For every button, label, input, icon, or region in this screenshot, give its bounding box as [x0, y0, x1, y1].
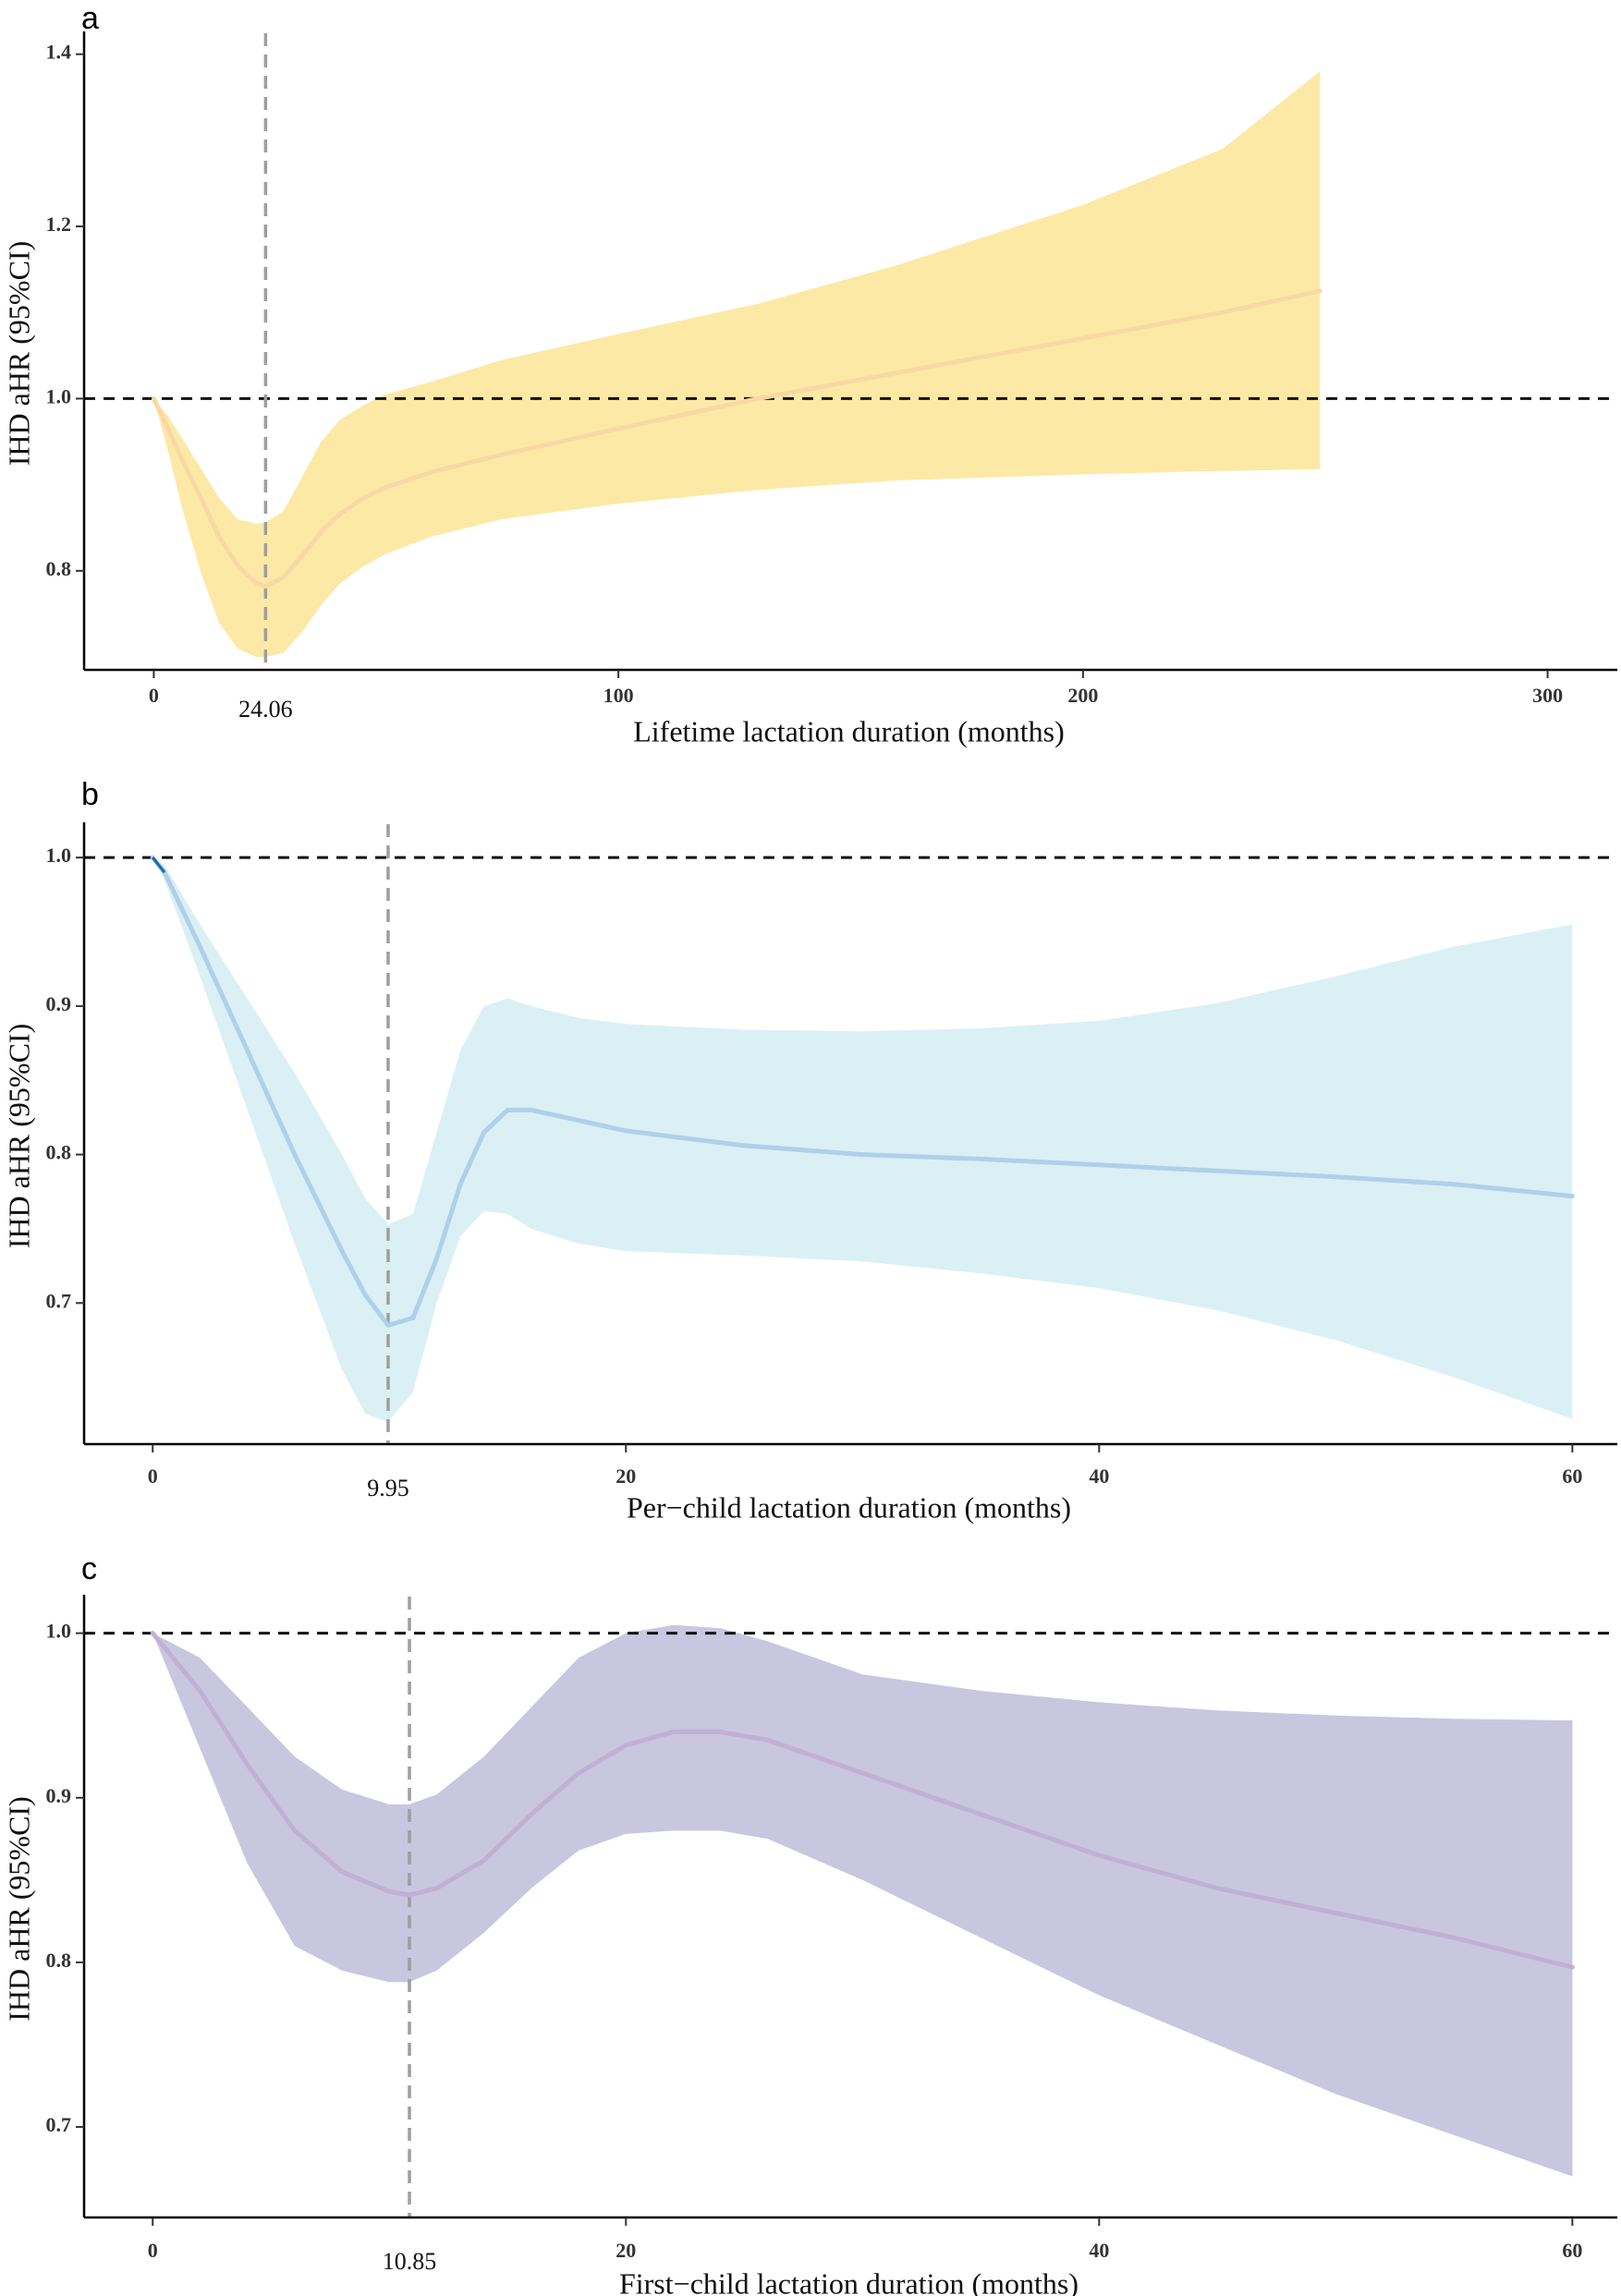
y-tick-label: 1.0: [46, 384, 72, 407]
x-tick-label: 0: [149, 684, 159, 707]
panel-letter: b: [81, 777, 99, 812]
y-tick-label: 0.8: [46, 1141, 72, 1164]
x-axis-title: First−child lactation duration (months): [619, 2266, 1079, 2296]
y-axis-title: IHD aHR (95%CI): [2, 1024, 35, 1249]
confidence-band: [152, 1624, 1573, 2177]
y-axis-title: IHD aHR (95%CI): [2, 241, 35, 467]
y-tick-label: 1.4: [46, 41, 72, 64]
x-tick-label: 60: [1562, 2239, 1582, 2262]
y-tick-label: 0.9: [46, 1784, 72, 1807]
x-tick-label: 0: [148, 2239, 158, 2262]
hr-curve: [150, 855, 1575, 1328]
y-tick-label: 0.8: [46, 557, 72, 580]
x-tick-label: 300: [1532, 684, 1563, 707]
optimum-value-label: 9.95: [367, 1475, 409, 1501]
x-tick-label: 40: [1089, 2239, 1109, 2262]
hr-curve: [150, 1631, 1575, 1970]
confidence-band: [152, 857, 1573, 1422]
hr-curve-start: [152, 856, 166, 874]
panel-a: a 0.8 1.0 1.2 1.4 0 100 200 300 24.06 Lifetime lac…: [2, 1, 1617, 747]
y-tick-label: 1.2: [46, 213, 72, 236]
y-tick-label: 1.0: [46, 844, 72, 867]
panel-b: b 0.7 0.8 0.9 1.0 0 20 40 60 9.95 Per−child lactat…: [2, 777, 1617, 1524]
confidence-band: [153, 71, 1321, 658]
x-axis-title: Per−child lactation duration (months): [627, 1490, 1071, 1524]
panel-letter: a: [81, 1, 99, 36]
panel-letter: c: [81, 1551, 97, 1586]
x-axis-title: Lifetime lactation duration (months): [633, 714, 1065, 747]
x-tick-label: 20: [615, 1464, 636, 1488]
hr-curve: [151, 288, 1322, 589]
optimum-value-label: 24.06: [238, 696, 293, 723]
y-tick-label: 0.8: [46, 1949, 72, 1972]
optimum-value-label: 10.85: [383, 2248, 437, 2275]
x-tick-label: 40: [1089, 1464, 1109, 1488]
x-tick-label: 20: [615, 2239, 636, 2262]
x-tick-label: 200: [1067, 684, 1098, 707]
x-tick-label: 100: [603, 684, 634, 707]
y-axis-title: IHD aHR (95%CI): [2, 1796, 35, 2022]
y-tick-label: 0.7: [46, 2113, 72, 2136]
panel-c: c 0.7 0.8 0.9 1.0 0 20 40 60 10.85 First−child lac…: [2, 1551, 1617, 2296]
y-tick-label: 0.7: [46, 1289, 72, 1312]
x-tick-label: 0: [148, 1464, 158, 1488]
y-tick-label: 0.9: [46, 992, 72, 1015]
y-tick-label: 1.0: [46, 1620, 72, 1643]
x-tick-label: 60: [1562, 1464, 1582, 1488]
